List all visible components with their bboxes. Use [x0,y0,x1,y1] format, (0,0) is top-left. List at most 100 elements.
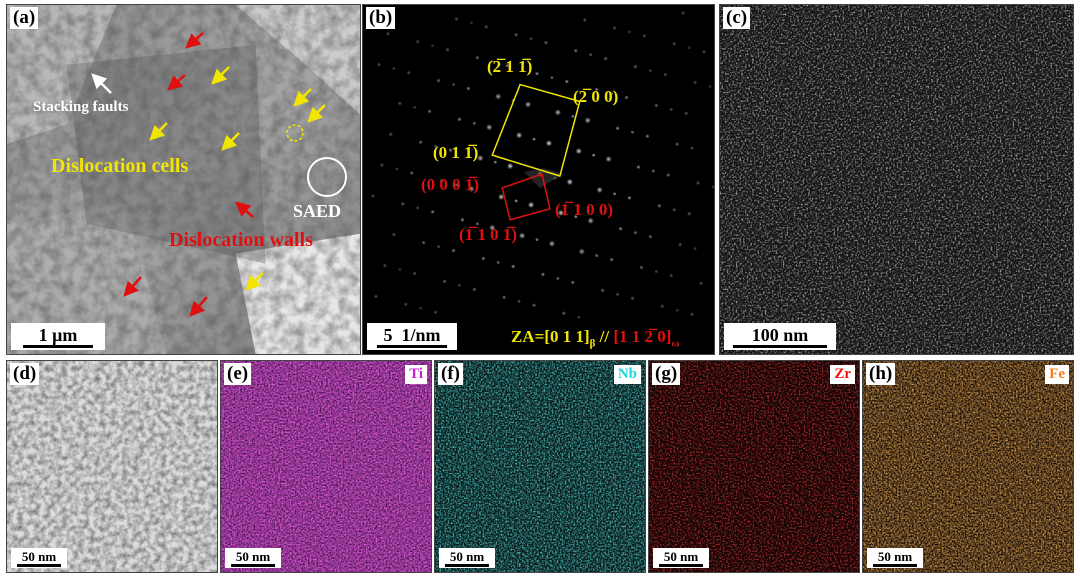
index-r2: (1̅ 1 0 0) [555,200,614,219]
diffraction-spot [654,103,659,108]
index-y3: (0 1 1̅) [433,143,479,162]
diffraction-spot-weak [613,192,616,196]
diffraction-spot [540,272,546,277]
diffraction-spot [698,281,704,286]
panel-d-scale-text: 50 nm [21,549,57,564]
diffraction-spot [683,111,689,116]
diffraction-spot-weak [651,169,655,173]
diffraction-spot [370,193,376,199]
diffraction-spot [678,242,683,247]
panel-b-scale-line [377,345,447,348]
diffraction-spot-weak [690,146,694,150]
diffraction-spot [472,287,477,292]
saed-annotation: SAED [293,201,342,221]
panel-g-element: Zr [830,365,855,384]
zone-axis-prefix: ZA=[0 1 1] [511,327,590,346]
diffraction-spot-weak [469,21,473,25]
diffraction-spot-weak [654,270,658,273]
diffraction-spot-weak [413,106,417,109]
panel-f-scale-line [445,564,489,567]
diffraction-spot [663,72,668,77]
panel-a-tem-bright-field: (a) Stacking faults Dislocation cells SA… [6,4,361,355]
index-y1: (2̅ 1 1̅) [487,57,533,76]
diffraction-spot [388,132,394,137]
diffraction-spot-weak [631,130,634,134]
panel-h-label: (h) [866,363,896,385]
panel-c-label: (c) [723,7,751,29]
diffraction-spot [657,203,662,209]
diffraction-spot [385,31,391,37]
diffraction-spot [557,209,565,216]
panel-f-scale-bar: 50 nm [439,548,495,568]
diffraction-spot [506,162,514,170]
index-r1: (0 0 0 1̅) [421,175,480,194]
panel-d-haadf: (d) 50 nm [6,360,218,573]
panel-b-saed-pattern: (b) (2̅ 1 1̅) (2̅ 0 0) (0 1 1̅) (0 0 0 1… [362,4,715,355]
diffraction-spot-weak [452,83,455,86]
diffraction-spot [686,211,692,216]
panel-f-label: (f) [438,363,463,385]
index-y2: (2̅ 0 0) [573,87,619,106]
diffraction-spot [409,170,414,176]
diffraction-spot [510,264,516,269]
diffraction-spot [548,240,556,247]
diffraction-spot-weak [672,208,676,212]
diffraction-spot-weak [529,37,533,41]
diffraction-spot [564,79,570,84]
diffraction-spot-weak [395,167,399,171]
diffraction-spot [391,232,397,237]
diffraction-spot [587,217,594,224]
diffraction-spot [373,294,379,299]
diffraction-spot [527,201,535,209]
panel-b-scale-text: 5 1/nm [383,325,441,345]
diffraction-spot-weak [437,245,440,249]
diffraction-spot [382,263,388,268]
panel-g-scale-line [659,564,703,567]
diffraction-spot [421,240,426,245]
diffraction-spot-weak [708,85,712,88]
diffraction-spot-weak [610,92,613,95]
dislocation-cells-annotation: Dislocation cells [51,155,189,177]
diffraction-spot [442,279,447,284]
panel-b-scale-bar: 5 1/nm [367,323,457,350]
diffraction-spot [609,257,614,262]
diffraction-spot-weak [595,254,599,257]
diffraction-spot-weak [592,153,596,157]
diffraction-spot-weak [571,114,575,118]
diffraction-spot [660,304,665,309]
diffraction-spot [596,186,603,194]
diffraction-spot [403,302,408,307]
diffraction-spot [618,226,623,231]
diffraction-spot [575,147,582,155]
diffraction-spot [627,195,632,201]
diffraction-spot [524,101,532,108]
diffraction-spot [543,40,549,45]
diffraction-spot [486,124,493,131]
dislocation-walls-annotation: Dislocation walls [169,229,313,251]
diffraction-spot-weak [416,206,420,210]
diffraction-spot-weak [616,292,619,296]
diffraction-spot-weak [490,60,494,64]
diffraction-spot [430,209,435,215]
diffraction-spot [468,185,475,193]
diffraction-spot [518,232,526,239]
panel-d-image [7,361,217,572]
panel-e-ti-map: (e) Ti 50 nm [220,360,432,573]
diffraction-spot [689,312,695,317]
diffraction-spot-weak [634,231,637,235]
diffraction-spot [379,162,385,168]
diffraction-spot-weak [669,108,673,111]
diffraction-spot [672,41,677,46]
panel-g-label: (g) [652,363,681,385]
diffraction-spot [624,95,629,100]
diffraction-spot [669,273,674,278]
diffraction-spot-weak [550,76,554,79]
diffraction-spot [648,234,653,239]
diffraction-spot [502,295,507,300]
diffraction-spot [633,64,638,69]
diffraction-spot [498,193,505,201]
panel-e-image [221,361,431,572]
diffraction-spot [418,140,423,145]
diffraction-spot-weak [711,185,714,189]
panel-h-scale-bar: 50 nm [867,548,923,568]
